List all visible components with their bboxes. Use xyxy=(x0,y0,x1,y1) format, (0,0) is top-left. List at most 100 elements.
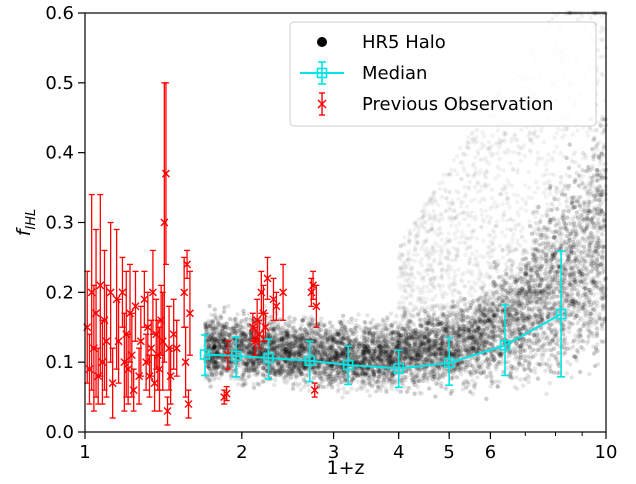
halo-point xyxy=(388,345,393,351)
halo-point xyxy=(276,369,281,374)
halo-point xyxy=(439,356,444,361)
halo-point xyxy=(286,315,291,320)
halo-point xyxy=(282,329,288,334)
halo-point xyxy=(289,350,295,355)
halo-point xyxy=(441,353,447,358)
halo-point xyxy=(443,351,448,356)
halo-point xyxy=(475,337,480,343)
halo-point xyxy=(273,377,278,383)
halo-point xyxy=(484,313,490,318)
halo-point xyxy=(359,359,364,365)
halo-point xyxy=(474,337,479,342)
halo-point xyxy=(506,305,511,310)
halo-point xyxy=(522,324,527,329)
halo-point xyxy=(298,387,303,392)
halo-point xyxy=(595,248,600,254)
halo-point xyxy=(209,342,214,347)
halo-point xyxy=(366,375,372,380)
halo-point xyxy=(569,375,574,380)
halo-point xyxy=(451,311,456,316)
halo-point xyxy=(554,222,559,228)
halo-point xyxy=(560,304,566,309)
halo-point xyxy=(519,234,525,240)
halo-point xyxy=(442,353,448,358)
halo-point xyxy=(292,343,297,349)
halo-point xyxy=(293,341,298,346)
halo-point xyxy=(594,319,599,324)
halo-point xyxy=(521,339,526,344)
halo-point xyxy=(277,362,283,368)
halo-point xyxy=(292,364,297,370)
halo-point xyxy=(284,334,290,339)
halo-point xyxy=(286,319,291,324)
halo-point xyxy=(292,335,298,341)
halo-point xyxy=(388,311,394,316)
halo-point xyxy=(281,338,286,343)
halo-point xyxy=(558,175,564,180)
halo-point xyxy=(539,289,545,294)
halo-point xyxy=(311,338,317,344)
halo-point xyxy=(323,364,328,369)
halo-point xyxy=(353,318,359,323)
halo-point xyxy=(490,307,496,313)
halo-point xyxy=(318,321,323,326)
halo-point xyxy=(563,267,568,272)
halo-point xyxy=(592,205,597,210)
halo-point xyxy=(435,358,441,363)
halo-point xyxy=(562,208,567,214)
halo-point xyxy=(355,379,360,384)
halo-point xyxy=(213,325,218,331)
halo-point xyxy=(434,356,439,361)
halo-point xyxy=(375,334,380,339)
halo-point xyxy=(402,356,408,361)
halo-point xyxy=(454,334,459,339)
halo-point xyxy=(543,368,548,373)
halo-point xyxy=(475,324,480,329)
halo-point xyxy=(228,335,233,340)
halo-point xyxy=(584,281,590,287)
halo-point xyxy=(562,267,568,272)
halo-point xyxy=(417,343,423,348)
halo-point xyxy=(271,329,276,334)
halo-point xyxy=(521,262,527,268)
halo-point xyxy=(471,323,476,328)
halo-point xyxy=(279,330,284,336)
halo-point xyxy=(261,365,266,371)
halo-point xyxy=(417,349,422,354)
halo-point xyxy=(414,334,420,340)
halo-point xyxy=(471,315,476,321)
halo-point xyxy=(499,350,505,356)
halo-point xyxy=(272,345,277,350)
halo-scatter xyxy=(202,10,609,402)
halo-point xyxy=(218,340,223,345)
halo-point xyxy=(372,381,377,386)
halo-point xyxy=(437,321,442,327)
halo-point xyxy=(587,241,592,246)
halo-point xyxy=(243,320,249,325)
halo-point xyxy=(595,274,601,279)
halo-point xyxy=(524,279,530,285)
halo-point xyxy=(396,345,402,351)
halo-point xyxy=(589,183,595,188)
halo-point xyxy=(270,362,275,368)
halo-point xyxy=(416,369,422,375)
halo-point xyxy=(377,337,383,342)
halo-point xyxy=(285,346,290,351)
halo-point xyxy=(566,291,571,296)
halo-point xyxy=(370,355,375,361)
halo-point xyxy=(547,380,552,386)
halo-point xyxy=(247,346,252,351)
halo-point xyxy=(512,384,518,390)
halo-point xyxy=(511,297,516,302)
halo-point xyxy=(355,368,360,373)
halo-point xyxy=(318,343,323,348)
halo-point xyxy=(542,331,547,336)
halo-point xyxy=(431,351,436,356)
halo-point xyxy=(211,377,216,382)
halo-point xyxy=(314,331,320,337)
halo-point xyxy=(500,314,505,319)
halo-point xyxy=(563,279,568,284)
halo-point xyxy=(465,320,470,326)
halo-point xyxy=(430,327,435,333)
